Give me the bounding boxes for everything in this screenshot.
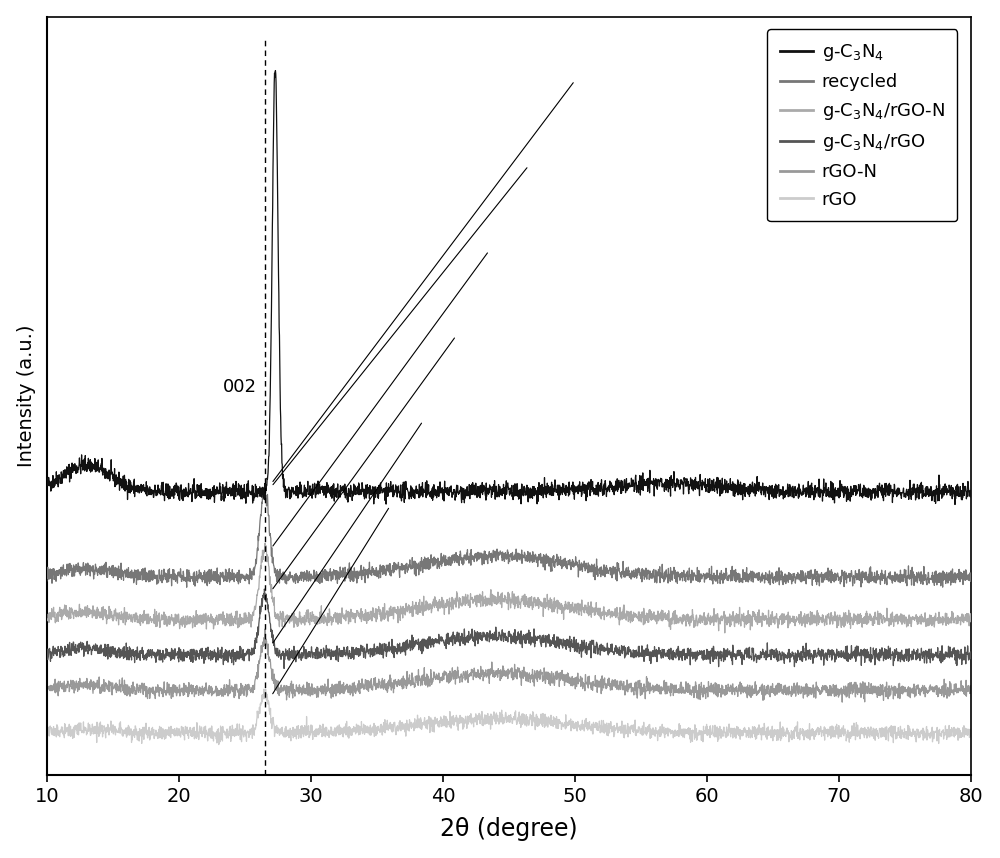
Y-axis label: Intensity (a.u.): Intensity (a.u.) <box>17 325 36 468</box>
X-axis label: 2θ (degree): 2θ (degree) <box>440 818 578 842</box>
Legend: g-C$_3$N$_4$, recycled, g-C$_3$N$_4$/rGO-N, g-C$_3$N$_4$/rGO, rGO-N, rGO: g-C$_3$N$_4$, recycled, g-C$_3$N$_4$/rGO… <box>767 29 957 221</box>
Text: 002: 002 <box>222 378 256 396</box>
